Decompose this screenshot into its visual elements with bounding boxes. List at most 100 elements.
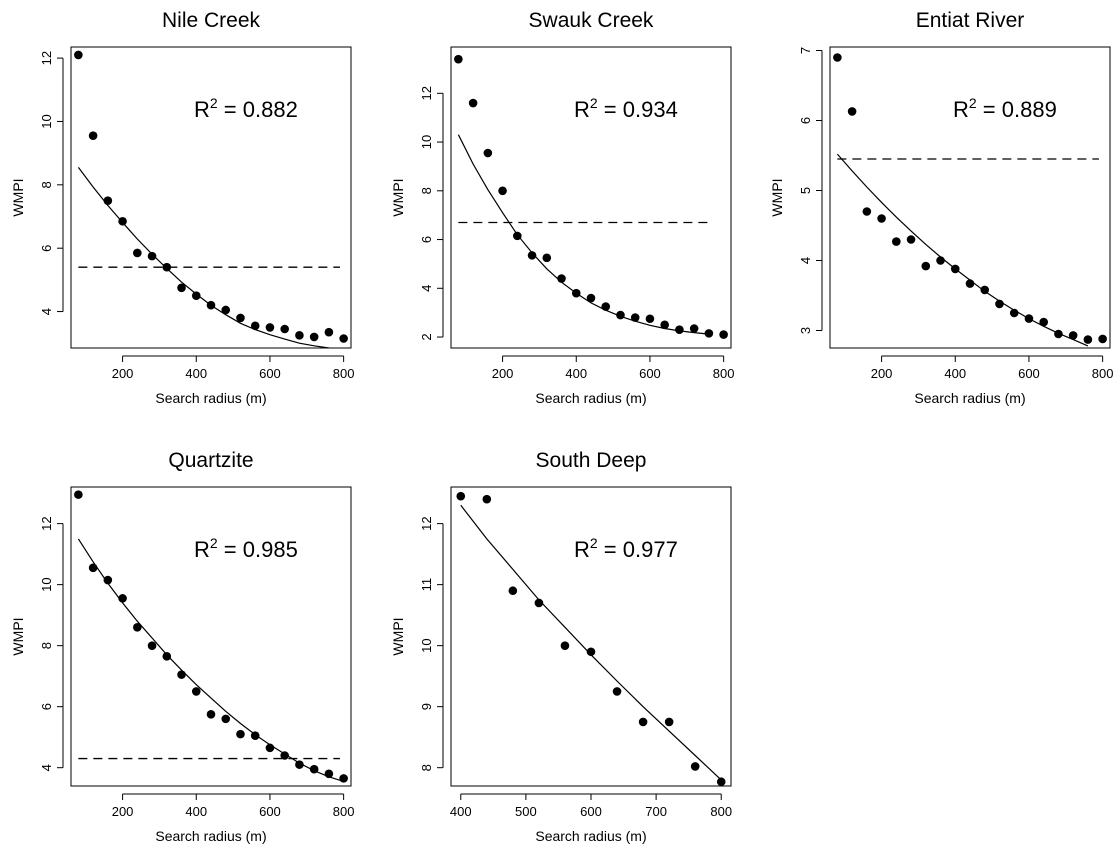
data-point [664,717,674,727]
data-point [324,769,334,779]
y-tick-label: 10 [419,638,434,652]
data-point [689,324,699,333]
y-tick-label: 2 [419,333,434,340]
r2-value: = 0.985 [218,537,298,562]
data-point [162,262,172,272]
x-tick-label: 800 [1092,366,1114,381]
data-point [236,313,245,323]
plot-frame [450,46,732,349]
data-point [133,623,142,632]
x-tick-label: 700 [645,804,667,819]
y-axis-label: WMPI [10,178,26,216]
chart-title: Entiat River [916,9,1025,32]
y-tick-label: 4 [39,764,54,771]
data-point [147,251,157,261]
r2-annotation: R2 = 0.977 [574,535,678,562]
y-tick-label: 9 [419,703,434,710]
data-point [265,323,275,332]
data-point [1024,314,1034,323]
fit-curve [77,538,344,782]
chart-title: Quartzite [168,449,253,472]
x-tick-label: 800 [333,366,355,381]
r2-label: R [574,97,590,122]
data-point [980,285,990,295]
plot-frame [70,486,352,787]
data-point [1068,331,1078,340]
data-point [88,563,98,573]
data-point [560,641,570,650]
data-point [265,743,275,753]
y-tick-label: 4 [39,308,54,315]
plot-frame [829,46,1111,349]
data-point [847,107,857,116]
data-point [877,214,886,223]
y-tick-label: 11 [419,578,434,592]
x-tick-label: 400 [185,804,207,819]
x-tick-label: 200 [492,366,514,381]
x-axis-label: Search radius (m) [155,390,266,406]
x-tick-label: 800 [713,366,735,381]
r2-annotation: R2 = 0.882 [194,95,298,122]
r2-label: R [194,97,210,122]
data-point [250,731,260,740]
plot-area [74,50,348,348]
r2-superscript: 2 [590,95,598,111]
x-tick-label: 400 [450,804,472,819]
data-point [586,293,596,303]
y-tick-label: 6 [39,703,54,710]
r2-value: = 0.934 [598,97,678,122]
x-tick-label: 800 [333,804,355,819]
x-tick-label: 400 [185,366,207,381]
r2-superscript: 2 [210,535,218,551]
data-point [1083,335,1093,344]
y-tick-label: 12 [39,516,54,530]
x-axis-label: Search radius (m) [914,390,1025,406]
r2-annotation: R2 = 0.889 [953,95,1057,122]
data-point [74,490,83,499]
chart-title: Swauk Creek [529,9,654,32]
x-tick-label: 200 [112,804,134,819]
plot-area [454,54,728,339]
chart-panel: South Deep 400 500 600 700 800 8 9 10 11 12 Search … [390,449,732,844]
data-point [690,762,700,771]
data-point [162,652,172,661]
x-tick-label: 400 [944,366,966,381]
r2-annotation: R2 = 0.934 [574,95,678,122]
plot-area [456,491,726,786]
chart-title: South Deep [536,449,647,472]
x-axis-label: Search radius (m) [535,390,646,406]
y-tick-label: 12 [419,516,434,530]
data-point [147,641,157,650]
data-point [206,710,216,719]
data-point [295,331,304,340]
data-point [638,717,648,727]
x-tick-label: 400 [565,366,587,381]
data-point [950,264,960,274]
chart-panel: Quartzite 200 400 600 800 4 6 8 10 12 Search radiu… [10,449,354,844]
data-point [206,300,216,310]
r2-label: R [953,97,969,122]
r2-superscript: 2 [210,95,218,111]
data-point [309,332,319,342]
data-point [892,237,901,246]
y-tick-label: 8 [39,181,54,188]
y-axis-label: WMPI [769,178,785,216]
y-axis-label: WMPI [390,178,406,216]
x-tick-label: 500 [515,804,537,819]
data-point [906,235,916,244]
r2-annotation: R2 = 0.985 [194,535,298,562]
data-point [118,216,127,226]
y-tick-label: 6 [39,245,54,252]
data-point [454,54,463,64]
data-point [586,647,596,657]
r2-value: = 0.889 [977,97,1057,122]
data-point [645,314,655,324]
r2-value: = 0.882 [218,97,298,122]
data-point [482,494,492,504]
x-tick-label: 600 [639,366,661,381]
data-point [995,299,1004,309]
data-point [250,321,260,331]
fit-curve [457,134,709,335]
y-tick-label: 8 [419,187,434,194]
